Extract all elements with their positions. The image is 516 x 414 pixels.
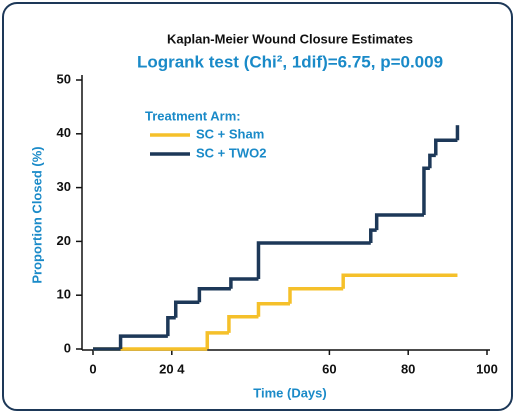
km-step (374, 213, 424, 231)
km-step (118, 334, 168, 349)
y-tick-label: 40 (57, 125, 71, 140)
x-tick-label: 100 (476, 361, 498, 376)
x-axis-label: Time (Days) (253, 385, 326, 400)
y-tick-label: 50 (57, 71, 71, 86)
legend-title: Treatment Arm: (145, 108, 241, 123)
chart-subtitle: Logrank test (Chi², 1dif)=6.75, p=0.009 (137, 52, 443, 71)
x-tick-label: 80 (401, 361, 415, 376)
y-tick-label: 10 (57, 287, 71, 302)
km-step (229, 277, 259, 289)
y-tick-label: 0 (64, 340, 71, 355)
y-axis-label: Proportion Closed (%) (29, 146, 44, 283)
km-step (422, 166, 430, 216)
km-step (256, 241, 371, 280)
legend-label: SC + TWO2 (196, 145, 266, 160)
frame (2, 2, 513, 411)
km-step (173, 300, 200, 318)
km-step (166, 316, 176, 337)
legend-label: SC + Sham (196, 126, 264, 141)
km-step (205, 331, 229, 349)
km-step (288, 286, 344, 304)
km-step (197, 286, 231, 303)
km-step (369, 228, 377, 244)
km-step (341, 273, 458, 289)
km-step (428, 153, 436, 169)
km-step (227, 314, 259, 333)
chart-title: Kaplan-Meier Wound Closure Estimates (167, 31, 413, 46)
km-step (256, 302, 290, 317)
x-tick-label: 0 (89, 361, 96, 376)
x-tick-label: 20 4 (159, 361, 185, 376)
km-step (434, 138, 458, 156)
y-tick-label: 20 (57, 233, 71, 248)
x-tick-label: 60 (322, 361, 336, 376)
y-tick-label: 30 (57, 179, 71, 194)
